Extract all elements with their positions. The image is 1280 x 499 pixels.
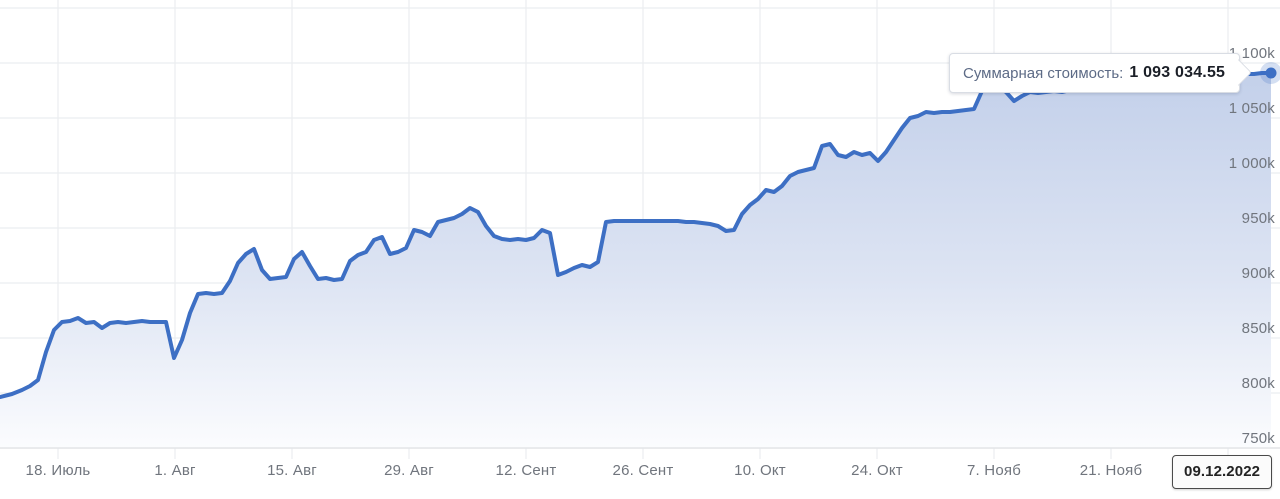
area-fill (0, 73, 1271, 448)
tooltip-value: 1 093 034.55 (1129, 64, 1226, 81)
selected-date-box[interactable]: 09.12.2022 (1172, 455, 1273, 489)
tooltip-label: Суммарная стоимость: (963, 64, 1124, 82)
marker-dot (1265, 67, 1277, 79)
value-tooltip: Суммарная стоимость: 1 093 034.55 (949, 53, 1253, 93)
cursor-marker (1260, 62, 1280, 84)
